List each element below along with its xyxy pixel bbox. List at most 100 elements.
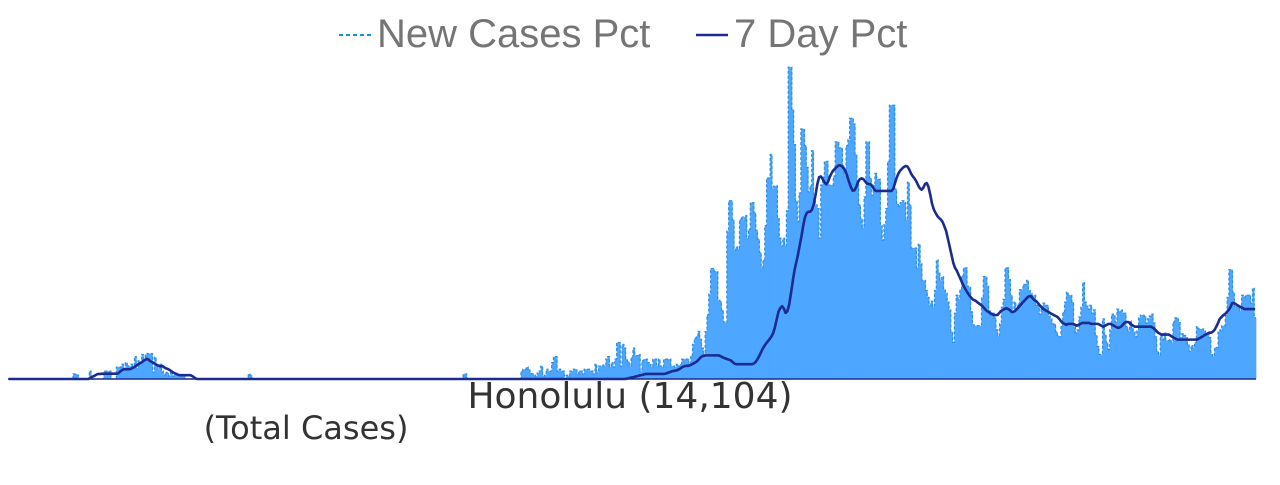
new-cases-bar xyxy=(529,373,533,379)
new-cases-bar xyxy=(544,375,547,379)
new-cases-bar xyxy=(688,364,692,379)
new-cases-bar xyxy=(679,364,683,379)
new-cases-bar xyxy=(717,300,720,379)
new-cases-bar xyxy=(771,188,775,379)
new-cases-bar xyxy=(994,317,997,379)
new-cases-bar xyxy=(954,313,957,379)
new-cases-bar xyxy=(1149,316,1152,379)
new-cases-bar xyxy=(802,128,805,379)
new-cases-bar xyxy=(1066,292,1069,380)
new-cases-bar xyxy=(950,331,953,379)
new-cases-bar xyxy=(986,286,990,379)
new-cases-bar xyxy=(860,218,863,379)
new-cases-bar xyxy=(968,287,971,379)
new-cases-bar xyxy=(107,371,110,380)
new-cases-bar xyxy=(856,183,860,379)
new-cases-bar xyxy=(143,359,146,379)
new-cases-bar xyxy=(1221,325,1224,379)
new-cases-bar xyxy=(1180,337,1183,379)
new-cases-bar xyxy=(697,331,701,379)
new-cases-bar xyxy=(943,289,946,379)
new-cases-bar xyxy=(885,208,888,379)
new-cases-bar xyxy=(947,302,950,379)
new-cases-bar xyxy=(647,362,650,379)
new-cases-bar xyxy=(838,147,841,379)
new-cases-bar xyxy=(1006,267,1009,379)
new-cases-bar xyxy=(557,371,560,380)
new-cases-bar xyxy=(959,289,962,379)
new-cases-bar xyxy=(1174,317,1177,379)
new-cases-bar xyxy=(806,167,809,379)
new-cases-bar xyxy=(1252,288,1255,379)
new-cases-bar xyxy=(1131,327,1134,379)
new-cases-bar xyxy=(822,177,825,379)
new-cases-bar xyxy=(990,315,993,379)
new-cases-bar xyxy=(163,375,166,379)
new-cases-bar xyxy=(945,293,948,379)
new-cases-bar xyxy=(1207,333,1210,379)
new-cases-bar xyxy=(898,205,901,379)
new-cases-bar xyxy=(920,263,923,379)
new-cases-bar xyxy=(1024,284,1027,379)
new-cases-bar xyxy=(1013,302,1017,379)
new-cases-bar xyxy=(582,373,585,379)
new-cases-bar xyxy=(762,259,766,379)
new-cases-bar xyxy=(1181,333,1185,379)
new-cases-bar xyxy=(725,322,728,379)
new-cases-bar xyxy=(781,246,784,379)
new-cases-bar xyxy=(1073,326,1076,379)
new-cases-bar xyxy=(1192,347,1195,379)
new-cases-bar xyxy=(129,369,132,379)
new-cases-bar xyxy=(840,147,843,379)
new-cases-bar xyxy=(596,372,599,379)
new-cases-bar xyxy=(846,145,849,379)
new-cases-bar xyxy=(1084,302,1087,379)
new-cases-bar xyxy=(1095,335,1098,379)
new-cases-bar xyxy=(1104,334,1107,379)
new-cases-bar xyxy=(683,359,686,379)
new-cases-bar xyxy=(676,364,679,379)
new-cases-bar xyxy=(965,267,968,379)
new-cases-bar xyxy=(1145,322,1148,379)
new-cases-bar xyxy=(1019,289,1022,379)
new-cases-bar xyxy=(546,369,549,379)
new-cases-bar xyxy=(591,371,594,380)
new-cases-bar xyxy=(1133,331,1136,379)
new-cases-bar xyxy=(575,369,578,379)
new-cases-bar xyxy=(551,362,554,379)
new-cases-bar xyxy=(1156,351,1159,379)
new-cases-bar xyxy=(851,118,854,380)
new-cases-bar xyxy=(1015,310,1018,379)
new-cases-bar xyxy=(607,356,610,379)
new-cases-bar xyxy=(573,369,576,379)
new-cases-bar xyxy=(995,329,999,379)
new-cases-bar xyxy=(1216,347,1219,379)
new-cases-bar xyxy=(1212,356,1215,379)
new-cases-bar xyxy=(1129,321,1132,379)
new-cases-bar xyxy=(548,371,551,380)
new-cases-bar xyxy=(730,200,733,379)
new-cases-bar xyxy=(1228,269,1232,379)
new-cases-bar xyxy=(831,184,834,379)
new-cases-bar xyxy=(936,259,939,379)
new-cases-bar xyxy=(1209,337,1212,379)
new-cases-bar xyxy=(892,105,896,379)
new-cases-bar xyxy=(741,216,744,379)
new-cases-bar xyxy=(531,373,534,379)
new-cases-bar xyxy=(1124,313,1127,379)
new-cases-bar xyxy=(616,342,619,379)
new-cases-bar xyxy=(874,173,878,379)
new-cases-bar xyxy=(538,371,542,380)
chart-title: Honolulu (14,104) xyxy=(467,376,792,417)
chart-subtitle: (Total Cases) xyxy=(204,409,409,447)
new-cases-bar xyxy=(549,371,552,380)
new-cases-bar xyxy=(1151,314,1154,379)
new-cases-bar xyxy=(1012,311,1015,379)
new-cases-bar xyxy=(587,369,590,379)
new-cases-bar xyxy=(694,338,697,379)
new-cases-bar xyxy=(826,161,829,379)
new-cases-bar xyxy=(593,373,596,379)
new-cases-bar xyxy=(907,182,910,380)
new-cases-bar xyxy=(1172,321,1176,379)
new-cases-bar xyxy=(804,145,807,379)
